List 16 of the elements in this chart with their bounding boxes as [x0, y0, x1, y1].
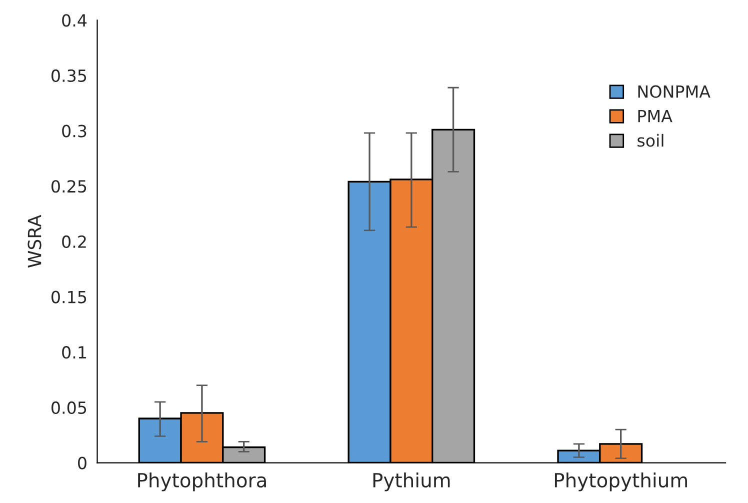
y-axis-title: WSRA — [28, 214, 42, 268]
y-tick-label: 0.3 — [62, 124, 86, 138]
y-tick-label: 0.15 — [52, 290, 86, 304]
x-tick-label: Pythium — [373, 472, 450, 492]
y-tick-label: 0.4 — [62, 14, 87, 27]
y-tick-label: 0.25 — [52, 180, 86, 193]
x-tick-label: Phytopythium — [554, 472, 687, 492]
legend-label: PMA — [638, 110, 672, 122]
x-tick-label: Phytophthora — [138, 472, 266, 492]
y-tick-label: 0 — [78, 456, 86, 470]
y-tick-label: 0.05 — [52, 401, 86, 414]
y-tick-label: 0.35 — [52, 69, 86, 82]
y-tick-label: 0.2 — [62, 235, 86, 248]
y-tick-label: 0.1 — [62, 346, 86, 359]
legend-label: NONPMA — [638, 85, 710, 98]
legend-label: soil — [638, 134, 664, 147]
